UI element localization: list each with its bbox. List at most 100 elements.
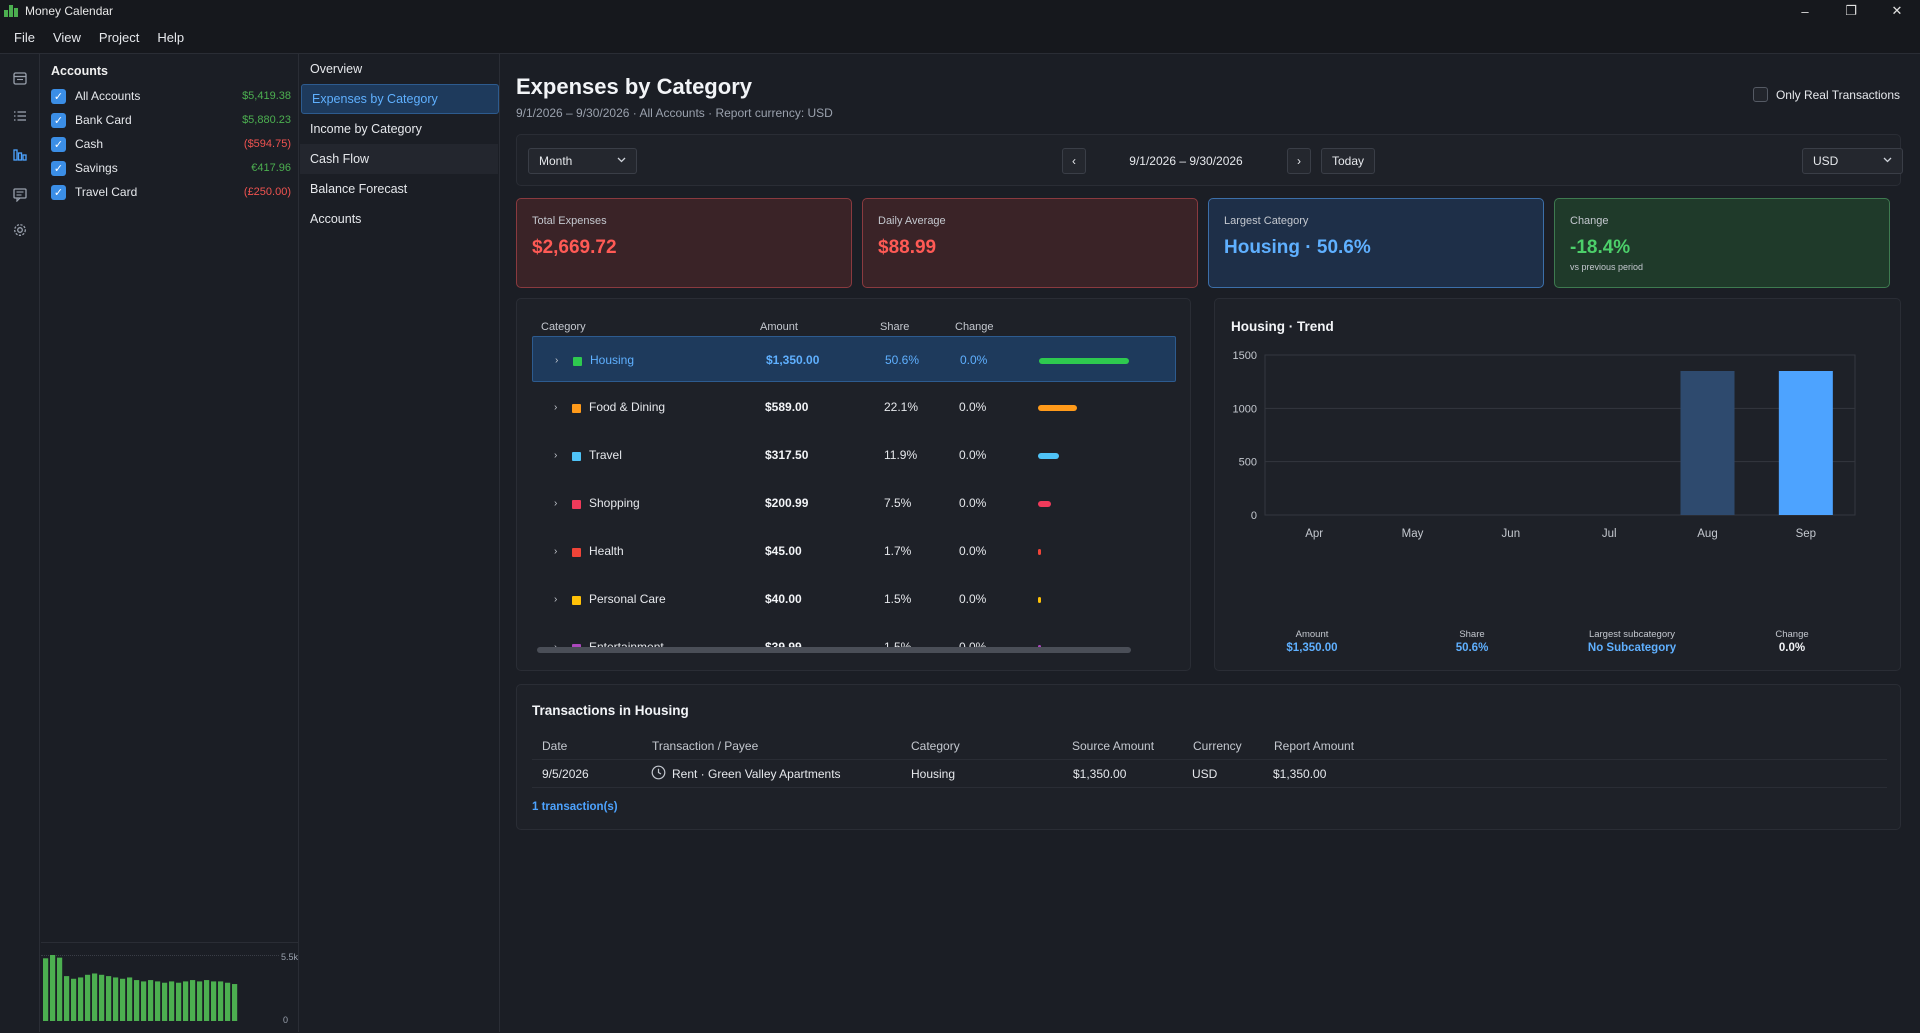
expand-chevron-icon[interactable]: › [554,546,558,557]
trend-bar-chart: 0 500 1000 1500 Apr May Jun Jul Aug Sep [1233,350,1856,540]
mini-chart-bar [106,976,112,1021]
stat-value: No Subcategory [1587,642,1677,654]
column-header-report-amount[interactable]: Report Amount [1274,739,1355,753]
stat-largest-subcategory: Largest subcategory No Subcategory [1557,629,1707,654]
checkbox-checked-icon[interactable]: ✓ [51,160,66,176]
column-header-payee[interactable]: Transaction / Payee [652,739,759,753]
expand-chevron-icon[interactable]: › [554,450,558,461]
account-row[interactable]: ✓ Travel Card (£250.00) [51,181,291,203]
mini-chart-bar [43,958,49,1021]
account-row[interactable]: ✓ All Accounts $5,419.38 [51,85,291,107]
mini-chart-bar [176,982,182,1021]
mini-balance-chart: 5.5k 0 [41,942,299,1032]
expand-chevron-icon[interactable]: › [554,498,558,509]
account-name: Savings [75,161,118,175]
reports-chart-icon[interactable] [10,144,30,164]
only-real-label: Only Real Transactions [1775,87,1900,102]
column-header-change[interactable]: Change [955,321,994,333]
checkbox-checked-icon[interactable]: ✓ [51,184,66,200]
comments-icon[interactable] [10,184,30,204]
category-row[interactable]: › Shopping $200.99 7.5% 0.0% [532,480,1176,526]
trend-bar [1680,371,1735,515]
transaction-count[interactable]: 1 transaction(s) [532,801,618,813]
expand-chevron-icon[interactable]: › [555,355,559,366]
period-dropdown[interactable]: Month [528,148,637,174]
column-header-share[interactable]: Share [880,321,910,333]
tx-source-amount: $1,350.00 [1073,767,1127,781]
close-button[interactable]: ✕ [1891,3,1903,18]
stat-value: 0.0% [1778,642,1806,654]
category-row[interactable]: › Housing $1,350.00 50.6% 0.0% [532,336,1176,382]
horizontal-scrollbar[interactable] [537,647,1131,653]
minimize-button[interactable]: – [1801,3,1809,19]
mini-chart-bar [57,957,63,1021]
calendar-icon[interactable] [10,68,30,88]
mini-chart-min-label: 0 [283,1015,289,1025]
checkbox-checked-icon[interactable]: ✓ [51,112,66,128]
report-toolbar: Month ‹ 9/1/2026 – 9/30/2026 › Today USD [516,134,1903,186]
column-header-currency[interactable]: Currency [1193,739,1242,753]
change-card: Change -18.4% vs previous period [1554,198,1890,288]
column-header-category[interactable]: Category [911,739,960,753]
category-row[interactable]: › Personal Care $40.00 1.5% 0.0% [532,576,1176,622]
menu-help[interactable]: Help [157,30,185,45]
category-amount: $40.00 [765,592,802,606]
category-color-swatch [572,500,581,509]
nav-income-by-category[interactable]: Income by Category [310,122,422,136]
nav-overview[interactable]: Overview [310,62,363,76]
mini-chart-bar [50,955,56,1021]
accounts-panel: Accounts ✓ All Accounts $5,419.38 ✓ Bank… [41,54,299,942]
column-header-amount[interactable]: Amount [760,321,798,333]
category-share-bar [1038,549,1042,555]
today-button[interactable]: Today [1321,148,1375,174]
category-row[interactable]: › Food & Dining $589.00 22.1% 0.0% [532,384,1176,430]
column-header-category[interactable]: Category [541,321,586,333]
nav-accounts[interactable]: Accounts [310,212,362,226]
category-amount: $45.00 [765,544,802,558]
mini-chart-bar [120,978,126,1021]
card-value: Housing · 50.6% [1224,237,1371,258]
card-label: Daily Average [878,215,946,227]
card-label: Total Expenses [532,215,607,227]
only-real-toggle[interactable]: Only Real Transactions [1752,87,1900,102]
account-name: Bank Card [75,113,132,127]
column-header-date[interactable]: Date [542,739,568,753]
nav-cash-flow[interactable]: Cash Flow [300,144,498,174]
checkbox-checked-icon[interactable]: ✓ [51,136,66,152]
expand-chevron-icon[interactable]: › [554,594,558,605]
menu-view[interactable]: View [52,30,81,45]
restore-button[interactable]: ❐ [1845,3,1857,18]
account-row[interactable]: ✓ Savings €417.96 [51,157,291,179]
category-row[interactable]: › Travel $317.50 11.9% 0.0% [532,432,1176,478]
column-header-source-amount[interactable]: Source Amount [1072,739,1155,753]
category-change: 0.0% [959,592,987,606]
category-share-bar [1039,358,1129,364]
stat-share: Share 50.6% [1397,629,1547,654]
mini-chart-bar [225,982,231,1021]
nav-balance-forecast[interactable]: Balance Forecast [310,182,408,196]
mini-chart-bar [218,981,224,1021]
expand-chevron-icon[interactable]: › [554,402,558,413]
menu-project[interactable]: Project [98,30,140,45]
mini-chart-bar [99,974,105,1021]
category-row[interactable]: › Health $45.00 1.7% 0.0% [532,528,1176,574]
account-name: Cash [75,137,104,151]
mini-chart-bar [211,981,217,1021]
account-row[interactable]: ✓ Cash ($594.75) [51,133,291,155]
checkbox-unchecked-icon[interactable] [1752,87,1768,102]
account-row[interactable]: ✓ Bank Card $5,880.23 [51,109,291,131]
next-period-button[interactable]: › [1287,148,1311,174]
nav-expenses-by-category[interactable]: Expenses by Category [301,84,499,114]
category-amount: $200.99 [765,496,809,510]
category-share-bar [1038,501,1052,507]
list-icon[interactable] [10,106,30,126]
stat-change: Change 0.0% [1717,629,1867,654]
tx-report-amount: $1,350.00 [1273,767,1327,781]
currency-dropdown[interactable]: USD [1802,148,1903,174]
category-color-swatch [573,357,582,366]
gear-icon[interactable] [10,220,30,240]
checkbox-checked-icon[interactable]: ✓ [51,88,66,104]
menu-file[interactable]: File [14,30,35,45]
prev-period-button[interactable]: ‹ [1062,148,1086,174]
trend-panel: Housing · Trend 0 500 1000 1500 Apr May Jun Jul… [1214,298,1901,671]
